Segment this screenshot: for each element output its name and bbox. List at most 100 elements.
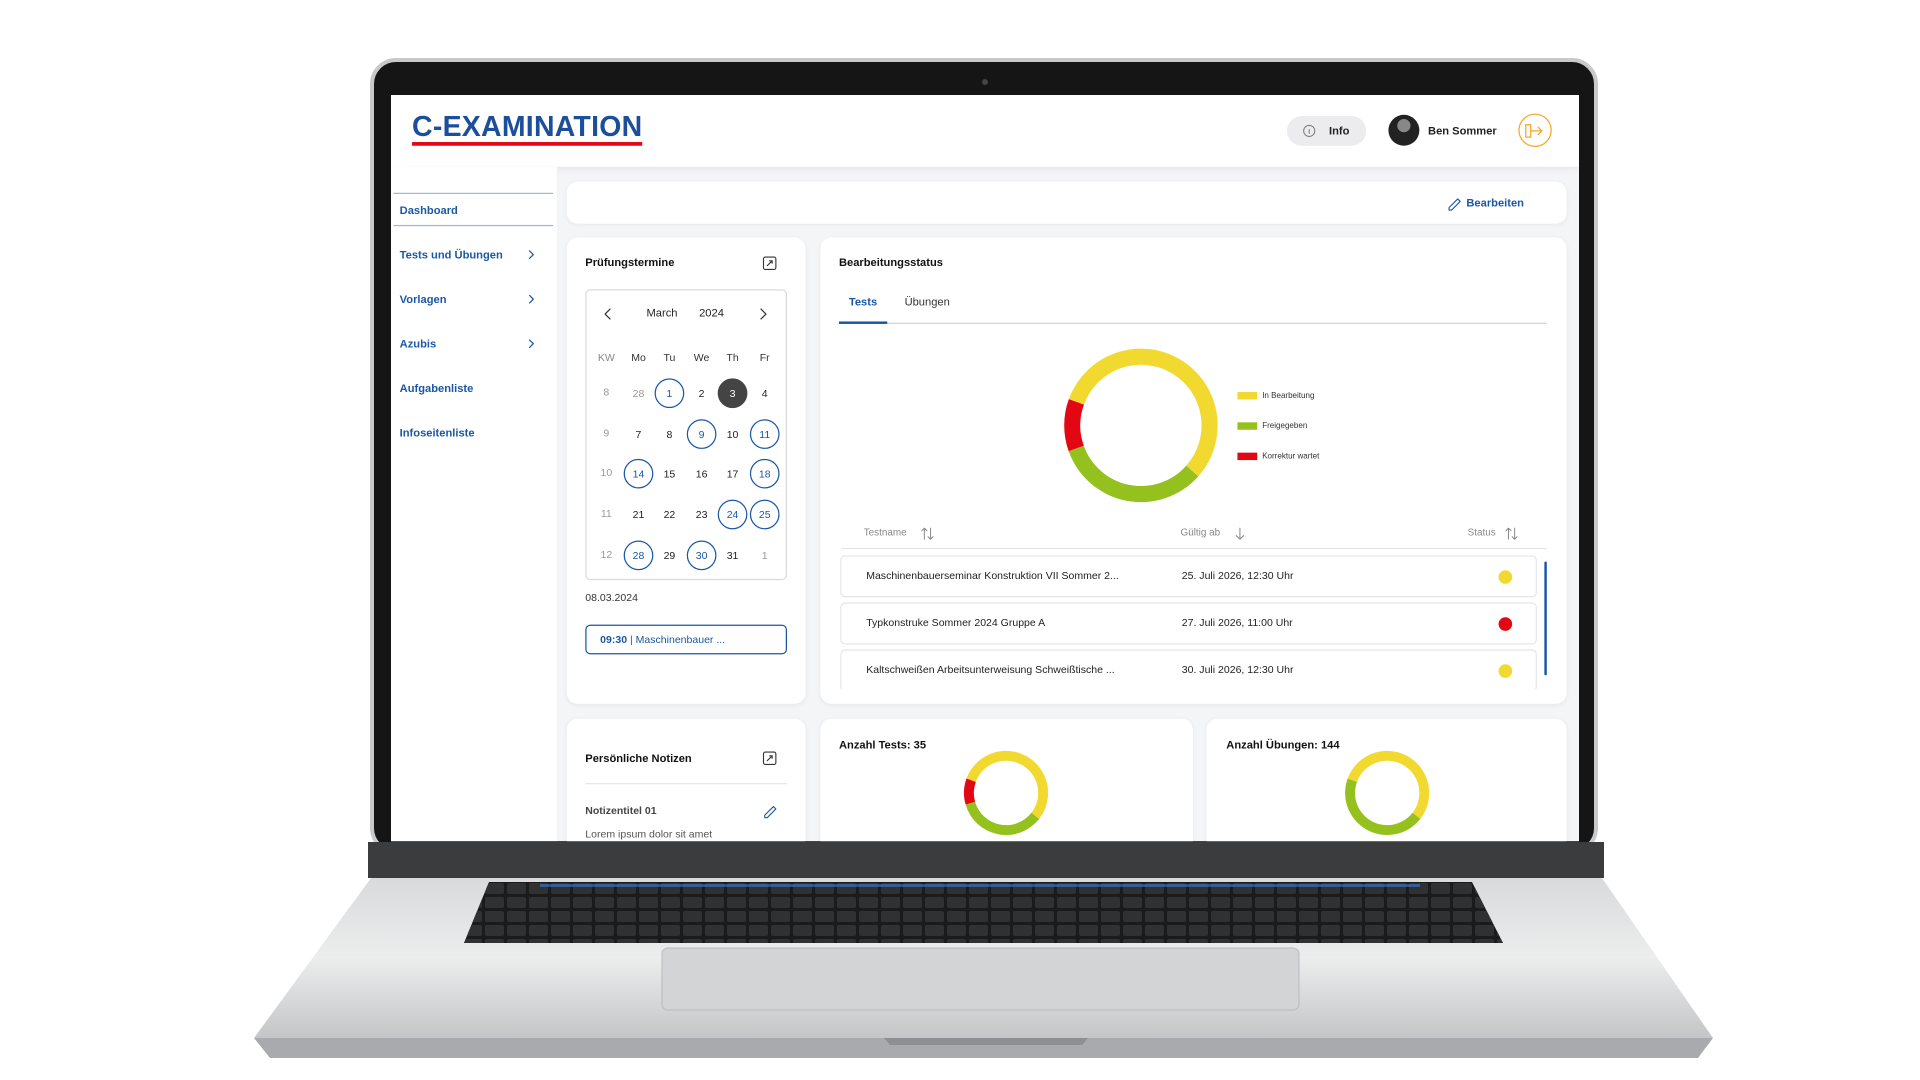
calendar-day[interactable]: 9 xyxy=(686,419,717,449)
calendar-day[interactable]: 15 xyxy=(663,467,676,480)
weekday: Th xyxy=(726,351,739,364)
calendar-day[interactable]: 30 xyxy=(686,540,717,571)
nav-item[interactable]: Tests und Übungen xyxy=(399,248,503,261)
header xyxy=(391,95,1579,167)
user-name[interactable]: Ben Sommer xyxy=(1428,124,1497,138)
table-header-line xyxy=(841,547,1547,550)
note-text: Lorem ipsum dolor sit amet xyxy=(585,827,713,840)
sidebar xyxy=(391,166,557,842)
tests-count-title: Anzahl Tests: 35 xyxy=(838,738,927,751)
calendar-day[interactable]: 28 xyxy=(623,540,654,571)
camera xyxy=(982,79,988,85)
status-dot xyxy=(1498,617,1513,631)
calendar-day[interactable]: 16 xyxy=(695,467,708,480)
calendar-day[interactable]: 25 xyxy=(749,499,780,530)
tests-count-card xyxy=(820,718,1193,842)
column-header[interactable]: Status xyxy=(1467,526,1496,539)
table-row[interactable] xyxy=(840,602,1537,645)
calendar-month[interactable]: March xyxy=(646,306,678,319)
info-button[interactable] xyxy=(1286,116,1367,146)
calendar-box xyxy=(585,289,787,581)
calendar-day[interactable]: 1 xyxy=(654,378,685,409)
nav-item[interactable]: Azubis xyxy=(399,337,437,350)
edit-button[interactable]: Bearbeiten xyxy=(1466,196,1524,209)
nav-item[interactable]: Aufgabenliste xyxy=(399,382,474,395)
status-dot xyxy=(1498,664,1513,678)
status-dot xyxy=(1498,570,1513,584)
touch-bar xyxy=(540,884,1420,887)
calendar-day[interactable]: 28 xyxy=(632,387,645,400)
tab[interactable]: Tests xyxy=(848,295,878,308)
calendar-day[interactable]: 29 xyxy=(663,549,676,562)
calendar-day[interactable]: 21 xyxy=(632,508,645,521)
test-date: 25. Juli 2026, 12:30 Uhr xyxy=(1181,568,1294,582)
nav-item[interactable]: Vorlagen xyxy=(399,293,447,306)
notes-divider xyxy=(585,783,787,785)
selected-date: 08.03.2024 xyxy=(585,591,638,604)
calendar-day[interactable]: 22 xyxy=(663,508,676,521)
scrollbar xyxy=(1544,561,1547,676)
calendar-day[interactable]: 2 xyxy=(698,387,705,400)
test-name: Maschinenbauerseminar Konstruktion VII S… xyxy=(866,568,1119,582)
week-number: 8 xyxy=(603,385,610,399)
avatar[interactable] xyxy=(1388,114,1420,146)
calendar-day[interactable]: 3 xyxy=(717,378,748,409)
calendar-day[interactable]: 7 xyxy=(635,427,642,441)
logo[interactable]: C-EXAMINATION xyxy=(412,110,643,146)
calendar-day[interactable]: 4 xyxy=(761,387,768,400)
exercises-count-card xyxy=(1206,718,1567,842)
calendar-day[interactable]: 11 xyxy=(749,419,780,449)
week-number: 10 xyxy=(600,466,613,479)
table-body: Maschinenbauerseminar Konstruktion VII S… xyxy=(840,555,1537,689)
app-screen: C-EXAMINATION Info Ben Sommer Bearbeiten… xyxy=(391,95,1579,842)
notes-title: Persönliche Notizen xyxy=(585,752,692,765)
weekday: We xyxy=(693,351,710,364)
weekday: Fr xyxy=(759,351,770,364)
nav-item[interactable]: Dashboard xyxy=(399,203,458,217)
nav-item[interactable]: Infoseitenliste xyxy=(399,426,475,440)
nav-active-line xyxy=(393,192,554,194)
calendar-day[interactable]: 10 xyxy=(726,427,739,441)
exercises-count-title: Anzahl Übungen: 144 xyxy=(1226,738,1340,751)
logout-button[interactable] xyxy=(1518,113,1552,147)
calendar-day[interactable]: 23 xyxy=(695,508,708,521)
toolbar xyxy=(566,181,1567,224)
calendar-title: Prüfungstermine xyxy=(585,255,675,269)
nav-active-line xyxy=(393,224,554,227)
column-header[interactable]: Gültig ab xyxy=(1180,526,1221,539)
test-date: 27. Juli 2026, 11:00 Uhr xyxy=(1181,615,1293,629)
week-number: 11 xyxy=(600,507,612,520)
notes-card xyxy=(566,718,806,842)
keys xyxy=(464,882,1503,943)
event-title: | Maschinenbauer ... xyxy=(629,633,726,646)
weekday: Mo xyxy=(631,351,646,364)
calendar-day[interactable]: 17 xyxy=(726,467,739,480)
tab[interactable]: Übungen xyxy=(904,295,950,308)
table-row[interactable] xyxy=(840,555,1537,598)
calendar-year[interactable]: 2024 xyxy=(699,306,724,319)
tab-divider xyxy=(838,322,1547,324)
base-edge xyxy=(254,1038,1713,1058)
event-time: 09:30 xyxy=(600,633,628,646)
week-number: 9 xyxy=(603,426,610,440)
calendar-day[interactable]: 31 xyxy=(726,549,739,562)
calendar-day[interactable]: 24 xyxy=(717,499,748,530)
table-row[interactable] xyxy=(840,649,1537,689)
calendar-day[interactable]: 18 xyxy=(749,458,780,489)
status-title: Bearbeitungsstatus xyxy=(838,255,943,269)
calendar-day[interactable]: 1 xyxy=(761,549,768,562)
event-button[interactable]: 09:30 | Maschinenbauer ... xyxy=(585,624,787,655)
notch xyxy=(884,1038,1088,1045)
weekday: KW xyxy=(597,351,615,364)
test-date: 30. Juli 2026, 12:30 Uhr xyxy=(1181,663,1294,676)
calendar-day[interactable]: 8 xyxy=(666,427,673,441)
test-name: Kaltschweißen Arbeitsunterweisung Schwei… xyxy=(866,663,1115,676)
hinge xyxy=(368,842,1604,878)
note-title[interactable]: Notizentitel 01 xyxy=(585,804,657,817)
tab-underline xyxy=(838,321,888,324)
week-number: 12 xyxy=(600,547,613,561)
column-header[interactable]: Testname xyxy=(863,526,907,539)
test-name: Typkonstruke Sommer 2024 Gruppe A xyxy=(866,615,1046,629)
calendar-day[interactable]: 14 xyxy=(623,458,654,489)
